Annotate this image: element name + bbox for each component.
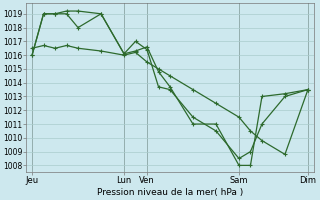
X-axis label: Pression niveau de la mer( hPa ): Pression niveau de la mer( hPa ) — [97, 188, 243, 197]
